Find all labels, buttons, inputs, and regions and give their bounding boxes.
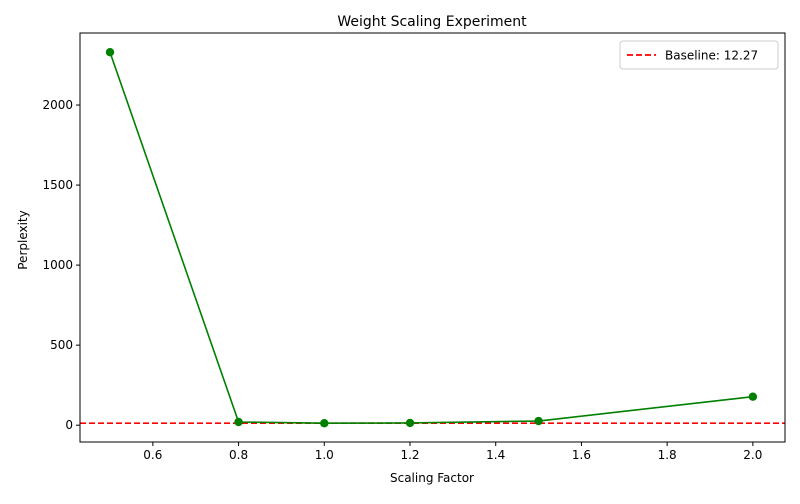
y-tick-label: 1500: [42, 178, 73, 192]
series-line: [109, 51, 753, 425]
plot-frame: [79, 32, 786, 443]
x-tick-label: 0.8: [229, 448, 248, 462]
legend-baseline-label: Baseline: 12.27: [665, 49, 758, 63]
x-tick-label: 1.8: [658, 448, 677, 462]
data-point: [534, 416, 543, 426]
data-point: [748, 392, 758, 401]
x-tick-label: 1.2: [400, 448, 419, 462]
y-tick-label: 0: [65, 418, 73, 432]
y-tick-label: 1000: [42, 258, 73, 272]
x-tick-label: 1.0: [315, 448, 334, 462]
y-axis: 0 500 1000 1500 2000: [42, 98, 80, 432]
legend: Baseline: 12.27: [619, 40, 779, 70]
chart-title: Weight Scaling Experiment: [337, 14, 527, 30]
y-tick-label: 500: [50, 338, 73, 352]
x-axis-label: Scaling Factor: [390, 471, 474, 485]
data-point: [320, 419, 329, 428]
data-point: [105, 48, 115, 57]
data-point: [405, 418, 415, 428]
x-tick-label: 2.0: [743, 448, 762, 462]
plot-layer: [80, 48, 785, 428]
legend-box: [619, 40, 779, 70]
y-tick-label: 2000: [42, 98, 73, 112]
x-tick-label: 1.6: [572, 448, 591, 462]
x-axis: 0.6 0.8 1.0 1.2 1.4 1.6 1.8 2.0: [143, 442, 762, 462]
x-tick-label: 1.4: [486, 448, 505, 462]
data-point: [234, 417, 243, 427]
x-tick-label: 0.6: [143, 448, 162, 462]
y-axis-label: Perplexity: [16, 210, 30, 270]
